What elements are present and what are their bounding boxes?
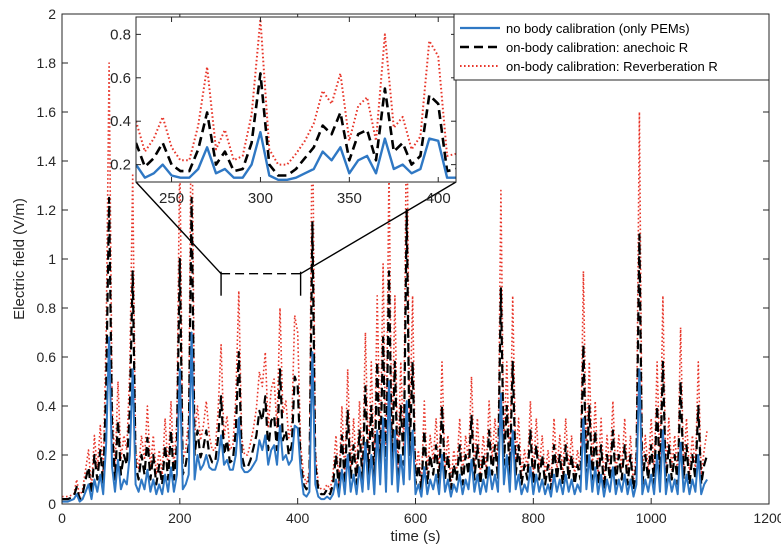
x-tick-label: 800: [522, 510, 546, 526]
inset-background: [136, 17, 456, 182]
inset-series-line-1: [136, 72, 456, 177]
inset-x-tick-label: 250: [159, 190, 184, 207]
inset-y-tick-label: 0.6: [110, 70, 131, 87]
inset-y-tick-label: 0.8: [110, 26, 131, 43]
zoom-marker: [135, 181, 457, 296]
inset-x-tick-label: 400: [426, 190, 451, 207]
zoom-connector-right: [300, 181, 457, 275]
x-tick-label: 600: [404, 510, 428, 526]
inset-series-line-0: [136, 130, 456, 181]
x-axis-label: time (s): [391, 528, 441, 545]
inset-plot: 250 300 350 400 0.2 0.4 0.6 0.8: [110, 16, 457, 207]
series-line-2: [62, 62, 708, 498]
y-axis-label: Electric field (V/m): [11, 198, 28, 320]
y-tick-label: 0.4: [37, 398, 57, 414]
inset-y-tick-label: 0.2: [110, 157, 131, 174]
y-tick-label: 0.6: [37, 349, 57, 365]
x-tick-label: 1000: [636, 510, 667, 526]
series-line-1: [62, 196, 709, 501]
x-tick-label: 200: [168, 510, 192, 526]
inset-lines: [136, 18, 456, 181]
y-tick-label: 1.6: [37, 104, 57, 120]
y-tick-label: 1.2: [37, 202, 57, 218]
inset-x-tick-label: 350: [337, 190, 362, 207]
main-axis-ticks: 0 200 400 600 800 1000 1200 0 0.2 0.4 0.6 0.8 1 1.2 1.…: [37, 6, 781, 526]
x-tick-label: 0: [58, 510, 66, 526]
y-tick-label: 2: [48, 6, 56, 22]
x-tick-label: 1200: [753, 510, 781, 526]
inset-y-tick-label: 0.4: [110, 113, 131, 130]
y-tick-label: 1.8: [37, 55, 57, 71]
inset-frame: [135, 16, 457, 183]
y-tick-label: 1.4: [37, 153, 57, 169]
y-tick-label: 1: [48, 251, 56, 267]
inset-x-tick-label: 300: [248, 190, 273, 207]
main-plot-lines: [62, 62, 709, 503]
legend-label: no body calibration (only PEMs): [506, 21, 690, 36]
y-tick-label: 0: [48, 496, 56, 512]
legend: no body calibration (only PEMs) on-body c…: [453, 13, 770, 81]
series-line-0: [62, 331, 708, 503]
y-tick-label: 0.2: [37, 447, 57, 463]
zoom-connector-left: [135, 181, 222, 275]
inset-series-line-2: [136, 18, 456, 166]
legend-box: [453, 13, 770, 81]
x-tick-label: 400: [286, 510, 310, 526]
legend-label: on-body calibration: Reverberation R: [506, 59, 718, 74]
y-tick-label: 0.8: [37, 300, 57, 316]
legend-label: on-body calibration: anechoic R: [506, 40, 688, 55]
